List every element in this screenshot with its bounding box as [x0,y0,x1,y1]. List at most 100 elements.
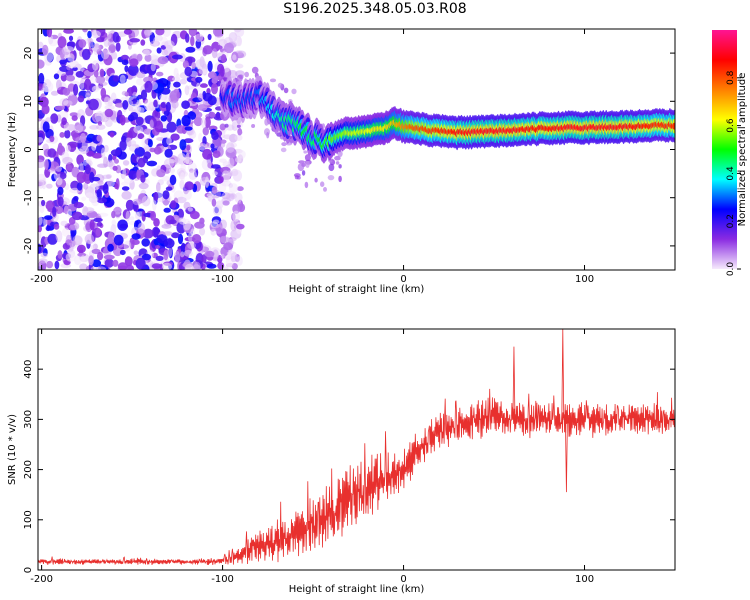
snr-peak [512,346,516,419]
noise-cell [304,181,309,189]
noise-cell [141,210,146,222]
noise-cell [223,134,232,140]
noise-cell [55,230,63,243]
noise-cell [44,159,49,171]
noise-cell [111,210,116,219]
noise-cell [65,144,71,152]
noise-cell [41,199,46,207]
noise-cell [184,66,193,77]
noise-cell [335,161,340,165]
noise-cell [114,158,119,164]
noise-cell [112,75,120,82]
noise-cell [124,65,129,73]
noise-cell [82,29,88,33]
noise-cell [91,259,102,268]
noise-cell [67,53,75,62]
noise-cell [95,227,101,237]
noise-cell [281,142,287,147]
noise-cell [75,71,85,78]
noise-cell [55,165,62,172]
noise-cell [99,81,108,86]
x-tick-label: 100 [575,574,594,585]
colorbar-tick-label: 0.2 [726,214,736,228]
noise-cell [314,177,318,183]
noise-cell [197,104,208,111]
noise-cell [161,262,173,270]
noise-cell [79,263,88,270]
noise-cell [46,260,54,269]
noise-cell [129,216,135,221]
y-tick-label: -10 [23,190,34,206]
x-tick-label: 0 [400,274,406,285]
noise-cell [130,29,140,38]
noise-cell [123,240,132,252]
noise-cell [141,195,151,207]
noise-cell [122,160,130,166]
noise-cell [153,146,162,155]
noise-cell [187,242,196,250]
noise-cell [87,30,92,39]
noise-cell [143,29,153,36]
noise-cell [107,231,115,244]
noise-cell [219,235,228,244]
noise-cell [237,36,243,47]
noise-cell [166,136,172,146]
noise-cell [46,29,53,38]
noise-cell [184,181,194,191]
noise-cell [91,30,101,38]
noise-cell [211,77,218,84]
noise-cell [162,190,170,200]
noise-cell [210,228,217,236]
noise-cell [53,223,60,230]
noise-cell [156,71,164,77]
noise-cell [104,108,114,118]
x-tick-label: -100 [211,274,234,285]
noise-cell [49,135,55,142]
noise-cell [115,211,121,219]
noise-cell [161,223,172,229]
noise-cell [41,104,50,115]
noise-cell [107,243,114,252]
noise-cell [155,29,165,36]
noise-cell [56,177,63,186]
noise-cell [42,44,49,56]
noise-cell [76,182,83,191]
noise-cell [168,167,176,174]
noise-cell [185,33,190,43]
noise-cell [234,134,243,141]
noise-cell [150,63,156,72]
noise-cell [124,256,133,267]
noise-cell [119,139,127,151]
noise-cell [40,252,48,258]
noise-cell [156,169,166,178]
noise-cell [38,215,43,227]
noise-cell [194,33,204,42]
noise-cell [251,124,256,128]
noise-cell [184,263,194,270]
noise-cell [201,254,207,263]
noise-cell [169,90,180,103]
noise-cell [38,72,45,85]
noise-cell [202,148,213,160]
noise-cell [59,98,69,106]
noise-cell [160,115,168,122]
noise-cell [194,111,203,119]
noise-cell [113,234,124,246]
noise-cell [141,136,149,148]
noise-cell [50,90,59,96]
noise-cell [162,29,171,37]
noise-cell [236,186,244,192]
noise-cell [212,219,220,224]
noise-cell [84,233,95,245]
noise-cell [266,132,270,139]
noise-cell [195,59,207,70]
noise-cell [121,90,128,96]
noise-cell [204,250,215,258]
noise-cell [323,187,327,192]
noise-cell [38,59,45,69]
noise-cell [211,48,218,59]
ridge-cell [672,122,675,130]
noise-cell [119,114,126,126]
noise-cell [135,144,140,149]
